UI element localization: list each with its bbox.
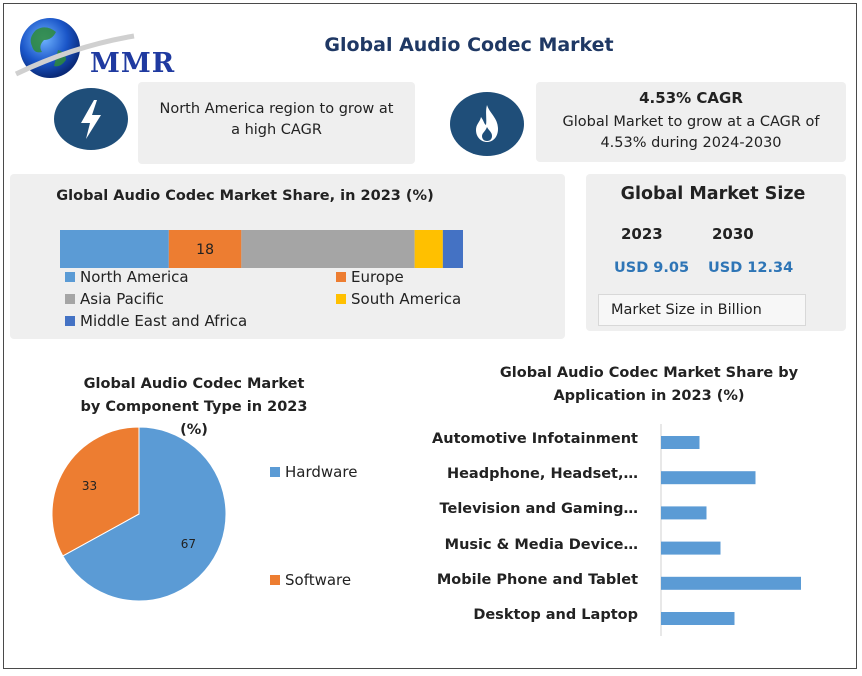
app-bar-headphone-headset: [661, 471, 756, 485]
legend-swatch: [65, 316, 75, 326]
app-category-label: Music & Media Device…: [444, 536, 638, 553]
infographic-frame: MMR Global Audio Codec Market North Amer…: [3, 3, 857, 669]
logo: MMR: [14, 16, 184, 82]
pie-chart-title: Global Audio Codec Market by Component T…: [80, 376, 308, 438]
bar-segment-south-america: [414, 230, 443, 268]
bar-segment-europe: [168, 230, 242, 268]
cagr-heading: 4.53% CAGR: [639, 89, 743, 107]
bar-segment-label: 18: [196, 242, 214, 258]
unit-note-box: Market Size in Billion: [598, 294, 806, 326]
flame-icon: [450, 92, 524, 156]
legend-item-north-america: North America: [65, 268, 189, 286]
legend-swatch: [270, 467, 280, 477]
legend-swatch: [336, 272, 346, 282]
callout-panel-region: North America region to grow at a high C…: [138, 82, 415, 164]
year-2030: 2030: [712, 225, 754, 243]
market-size-title: Global Market Size: [620, 184, 806, 204]
legend-label: South America: [351, 290, 462, 308]
legend-item-middle-east-and-africa: Middle East and Africa: [65, 312, 247, 330]
pie-slice-label: 67: [181, 537, 196, 551]
legend-label: Software: [285, 571, 352, 589]
app-category-label: Television and Gaming…: [439, 501, 638, 518]
application-chart-title: Global Audio Codec Market Share by Appli…: [499, 365, 799, 404]
pie-chart: 67 33: [51, 426, 227, 602]
pie-legend-item-software: Software: [270, 571, 351, 589]
unit-note: Market Size in Billion: [611, 302, 762, 318]
app-category-label: Headphone, Headset,…: [446, 466, 638, 483]
bar-segment-middle-east-and-africa: [442, 230, 463, 268]
legend-label: Middle East and Africa: [80, 312, 248, 330]
app-bar-music-media-device: [661, 541, 721, 555]
legend-swatch: [336, 294, 346, 304]
app-category-label: Automotive Infotainment: [432, 431, 638, 447]
page-title: Global Audio Codec Market: [324, 34, 614, 56]
market-size-panel: Global Market Size 2023 2030 USD 9.05 US…: [586, 174, 846, 331]
logo-text: MMR: [90, 48, 176, 79]
app-category-label: Desktop and Laptop: [473, 607, 638, 623]
callout-panel-cagr: 4.53% CAGR Global Market to grow at a CA…: [536, 82, 846, 162]
app-bar-mobile-phone-and-tablet: [661, 576, 801, 590]
stacked-bar-chart: 18: [60, 230, 463, 268]
value-2030: USD 12.34: [708, 260, 794, 276]
legend-swatch: [65, 272, 75, 282]
legend-label: North America: [80, 268, 189, 286]
pie-legend-item-hardware: Hardware: [270, 463, 357, 481]
legend-item-asia-pacific: Asia Pacific: [65, 290, 164, 308]
legend-label: Asia Pacific: [80, 290, 164, 308]
app-category-label: Mobile Phone and Tablet: [436, 571, 638, 588]
legend-label: Europe: [351, 268, 404, 286]
year-2023: 2023: [621, 225, 663, 243]
legend-swatch: [65, 294, 75, 304]
globe-icon: [14, 18, 135, 78]
bar-segment-north-america: [60, 230, 169, 268]
value-2023: USD 9.05: [614, 260, 690, 276]
pie-slice-hardware: [62, 426, 227, 602]
bar-segment-asia-pacific: [241, 230, 415, 268]
app-bar-television-and-gaming: [661, 506, 707, 520]
regional-share-panel: Global Audio Codec Market Share, in 2023…: [10, 174, 565, 339]
legend-label: Hardware: [285, 463, 358, 481]
callout-text-region: North America region to grow at a high C…: [159, 101, 394, 138]
legend-item-south-america: South America: [336, 290, 461, 308]
app-bar-automotive-infotainment: [661, 436, 700, 449]
app-bar-desktop-and-laptop: [661, 612, 735, 625]
application-bar-chart: [660, 424, 801, 636]
legend-swatch: [270, 575, 280, 585]
pie-slice-software: [51, 426, 140, 557]
lightning-icon: [54, 88, 128, 150]
pie-slice-label: 33: [82, 479, 97, 493]
cagr-text: Global Market to grow at a CAGR of 4.53%…: [562, 114, 820, 151]
regional-chart-title: Global Audio Codec Market Share, in 2023…: [56, 188, 434, 204]
legend-item-europe: Europe: [336, 268, 404, 286]
